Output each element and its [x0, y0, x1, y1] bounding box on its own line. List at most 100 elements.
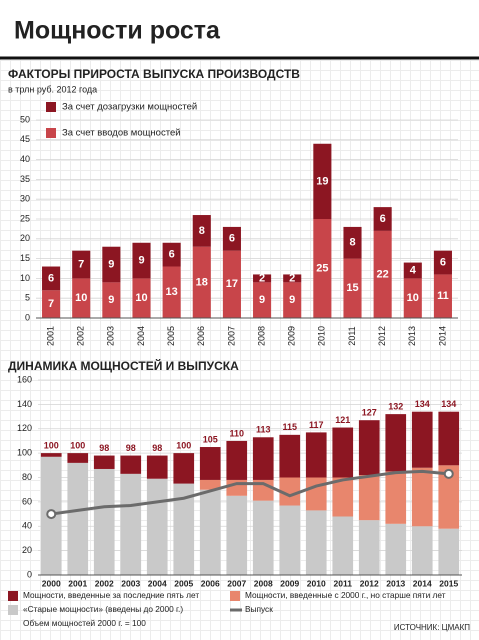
- header-bg: [0, 0, 479, 58]
- y-tick-label: 140: [17, 399, 32, 409]
- y-tick-label: 160: [17, 374, 32, 384]
- value-label: 6: [229, 233, 235, 245]
- value-label: 10: [407, 292, 419, 304]
- x-tick-label: 2004: [148, 578, 167, 588]
- total-label: 121: [335, 415, 350, 425]
- y-tick-label: 80: [22, 472, 32, 482]
- legend-label: Выпуск: [245, 604, 273, 614]
- y-tick-label: 35: [20, 174, 30, 184]
- x-tick-label: 2001: [45, 326, 55, 346]
- x-tick-label: 2012: [360, 578, 379, 588]
- bar-segment: [253, 282, 272, 318]
- total-label: 132: [388, 402, 403, 412]
- total-label: 98: [126, 443, 136, 453]
- bar-segment: [162, 242, 181, 267]
- bar-segment: [358, 520, 380, 575]
- total-label: 98: [152, 443, 162, 453]
- value-label: 2: [259, 272, 265, 284]
- value-label: 4: [410, 264, 417, 276]
- x-tick-label: 2010: [307, 578, 326, 588]
- total-label: 110: [229, 428, 244, 438]
- x-tick-label: 2006: [196, 326, 206, 346]
- bar-segment: [120, 455, 142, 474]
- bar-segment: [42, 290, 61, 318]
- x-tick-label: 2009: [280, 578, 299, 588]
- x-tick-label: 2005: [174, 578, 193, 588]
- bar-segment: [279, 477, 301, 506]
- value-label: 7: [78, 258, 84, 270]
- value-label: 17: [226, 278, 238, 290]
- y-tick-label: 10: [20, 273, 30, 283]
- bar-segment: [343, 226, 362, 259]
- bar-segment: [199, 447, 221, 480]
- x-tick-label: 2003: [106, 326, 116, 346]
- bar-segment: [438, 528, 460, 575]
- y-tick-label: 60: [22, 496, 32, 506]
- value-label: 22: [377, 268, 389, 280]
- bar-segment: [146, 478, 168, 575]
- total-label: 98: [99, 443, 109, 453]
- x-tick-label: 2002: [95, 578, 114, 588]
- value-label: 19: [316, 175, 328, 187]
- total-label: 134: [441, 399, 456, 409]
- value-label: 8: [349, 237, 355, 249]
- value-label: 18: [196, 276, 208, 288]
- value-label: 6: [380, 213, 386, 225]
- y-tick-label: 100: [17, 448, 32, 458]
- bar-segment: [222, 226, 241, 251]
- x-tick-label: 2002: [76, 326, 86, 346]
- bar-segment: [433, 250, 452, 275]
- bar-segment: [146, 455, 168, 479]
- bar-segment: [305, 510, 327, 575]
- bar-segment: [283, 282, 302, 318]
- bar-segment: [438, 465, 460, 529]
- x-tick-label: 2011: [334, 578, 353, 588]
- bar-segment: [72, 250, 91, 279]
- y-tick-label: 0: [27, 569, 32, 579]
- total-label: 105: [203, 434, 218, 444]
- bar-segment: [373, 207, 392, 231]
- total-label: 127: [362, 408, 377, 418]
- bar-segment: [222, 250, 241, 318]
- bar-segment: [343, 258, 362, 318]
- bar-segment: [403, 278, 422, 318]
- bar-segment: [132, 278, 151, 318]
- x-tick-label: 2001: [68, 578, 87, 588]
- legend-swatch: [46, 102, 56, 112]
- x-tick-label: 2006: [201, 578, 220, 588]
- legend-swatch: [230, 591, 240, 601]
- source: ИСТОЧНИК: ЦМАКП: [394, 623, 470, 632]
- bar-segment: [358, 420, 380, 476]
- value-label: 15: [346, 282, 358, 294]
- bar-segment: [411, 411, 433, 468]
- bar-segment: [93, 468, 115, 575]
- y-tick-label: 20: [22, 545, 32, 555]
- bar-segment: [72, 278, 91, 318]
- x-tick-label: 2008: [256, 326, 266, 346]
- chart-title: ФАКТОРЫ ПРИРОСТА ВЫПУСКА ПРОИЗВОДСТВ: [8, 67, 300, 81]
- y-tick-label: 20: [20, 233, 30, 243]
- total-label: 113: [256, 425, 271, 435]
- bar-segment: [120, 473, 142, 575]
- bar-segment: [438, 411, 460, 466]
- value-label: 8: [199, 225, 205, 237]
- value-label: 10: [75, 292, 87, 304]
- bar-segment: [199, 479, 221, 490]
- x-tick-label: 2013: [386, 578, 405, 588]
- x-tick-label: 2000: [42, 578, 61, 588]
- total-label: 100: [176, 441, 191, 451]
- chart-subtitle: в трлн руб. 2012 года: [8, 84, 97, 94]
- y-tick-label: 5: [25, 293, 30, 303]
- legend-swatch: [8, 605, 18, 615]
- value-label: 9: [138, 254, 144, 266]
- bar-segment: [252, 437, 274, 480]
- bar-segment: [411, 467, 433, 527]
- value-label: 9: [108, 294, 114, 306]
- bar-segment: [313, 143, 332, 219]
- bar-segment: [93, 455, 115, 469]
- x-tick-label: 2012: [377, 326, 387, 346]
- x-tick-label: 2010: [317, 326, 327, 346]
- line-end-marker: [46, 509, 57, 520]
- total-label: 100: [44, 441, 59, 451]
- bar-segment: [385, 523, 407, 575]
